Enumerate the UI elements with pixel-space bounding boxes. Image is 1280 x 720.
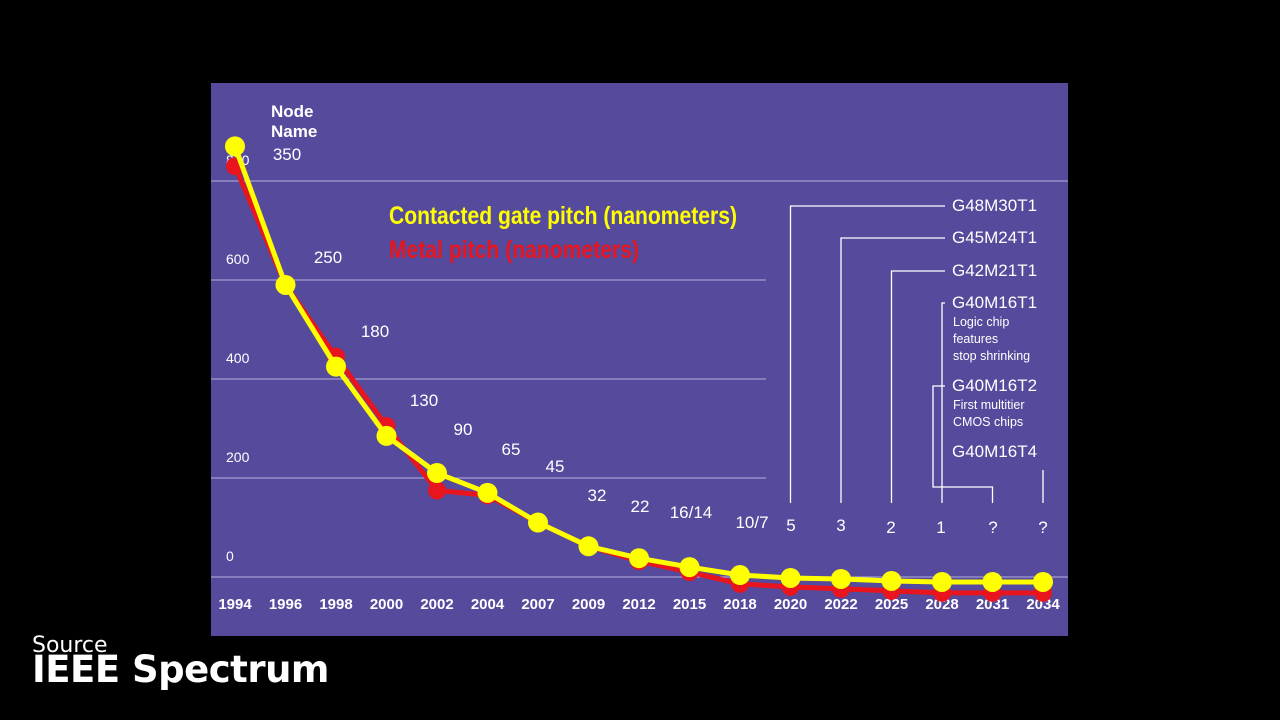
node-name-label: 32 bbox=[588, 486, 607, 505]
annotation-note: First multitier CMOS chips bbox=[953, 398, 1025, 429]
node-name-label: 250 bbox=[314, 248, 342, 267]
node-name-label: 22 bbox=[631, 497, 650, 516]
chart-panel bbox=[211, 83, 1068, 636]
gate-pitch-point bbox=[679, 557, 700, 578]
gate-pitch-point bbox=[982, 571, 1003, 592]
annotation-leader bbox=[890, 270, 945, 503]
y-tick-label: 600 bbox=[226, 251, 250, 267]
gate-pitch-point bbox=[629, 548, 649, 569]
y-tick-label: 400 bbox=[226, 350, 250, 366]
x-tick-label: 2012 bbox=[622, 596, 655, 613]
x-tick-label: 2025 bbox=[875, 596, 908, 613]
node-name-header: Name bbox=[271, 122, 317, 141]
gate-pitch-point bbox=[376, 425, 397, 446]
x-tick-label: 2004 bbox=[471, 596, 505, 613]
y-tick-label: 200 bbox=[226, 449, 250, 465]
annotation-label: G48M30T1 bbox=[952, 196, 1037, 215]
x-tick-label: 2028 bbox=[925, 596, 958, 613]
node-name-label: 16/14 bbox=[670, 503, 713, 522]
x-tick-label: 2009 bbox=[572, 596, 605, 613]
annotation-leader bbox=[840, 237, 945, 503]
annotation-leader bbox=[932, 385, 994, 503]
x-tick-label: 2034 bbox=[1026, 596, 1060, 613]
node-name-label: 350 bbox=[273, 145, 301, 164]
x-tick-label: 2015 bbox=[673, 596, 706, 613]
x-tick-label: 2000 bbox=[370, 596, 403, 613]
node-name-label: 1 bbox=[936, 518, 945, 537]
x-tick-label: 1998 bbox=[319, 596, 352, 613]
gate-pitch-point bbox=[780, 567, 801, 588]
legend-gate: Contacted gate pitch (nanometers) bbox=[389, 202, 737, 230]
node-name-label: 65 bbox=[502, 440, 521, 459]
node-name-label: ? bbox=[1038, 518, 1047, 537]
legend-metal: Metal pitch (nanometers) bbox=[389, 236, 639, 264]
x-tick-label: 2022 bbox=[824, 596, 857, 613]
gate-pitch-point bbox=[477, 482, 498, 503]
metal-pitch-point bbox=[428, 481, 446, 500]
annotation-label: G42M21T1 bbox=[952, 261, 1037, 280]
x-tick-label: 1994 bbox=[218, 596, 252, 613]
gate-pitch-point bbox=[427, 463, 447, 484]
source-label: Source bbox=[32, 633, 108, 658]
gate-pitch-point bbox=[275, 274, 296, 295]
gate-pitch-point bbox=[932, 571, 952, 592]
node-name-label: 45 bbox=[546, 457, 565, 476]
gate-pitch-point bbox=[1033, 571, 1053, 592]
x-tick-label: 1996 bbox=[269, 596, 302, 613]
node-name-header: Node bbox=[271, 102, 314, 121]
node-name-label: ? bbox=[988, 518, 997, 537]
node-name-label: 10/7 bbox=[735, 513, 768, 532]
gate-pitch-point bbox=[730, 565, 750, 586]
annotation-label: G40M16T2 bbox=[952, 376, 1037, 395]
gate-pitch-point bbox=[578, 536, 599, 557]
node-name-label: 90 bbox=[454, 420, 473, 439]
annotation-label: G40M16T4 bbox=[952, 442, 1037, 461]
annotation-leader bbox=[941, 302, 945, 503]
node-name-label: 2 bbox=[886, 518, 895, 537]
x-tick-label: 2031 bbox=[976, 596, 1009, 613]
x-tick-label: 2018 bbox=[723, 596, 756, 613]
x-tick-label: 2002 bbox=[420, 596, 453, 613]
gate-pitch-point bbox=[881, 570, 902, 591]
source-name: IEEE Spectrum bbox=[32, 648, 329, 691]
node-name-label: 5 bbox=[786, 516, 795, 535]
annotation-note: Logic chip features stop shrinking bbox=[953, 315, 1030, 363]
x-tick-label: 2020 bbox=[774, 596, 807, 613]
annotation-leader bbox=[789, 205, 945, 503]
gate-pitch-point bbox=[831, 568, 851, 589]
node-name-label: 130 bbox=[410, 391, 438, 410]
y-tick-label: 0 bbox=[226, 548, 234, 564]
gate-pitch-point bbox=[225, 136, 245, 157]
annotation-label: G45M24T1 bbox=[952, 228, 1037, 247]
x-tick-label: 2007 bbox=[521, 596, 554, 613]
annotation-label: G40M16T1 bbox=[952, 293, 1037, 312]
gate-pitch-point bbox=[528, 512, 548, 533]
node-name-label: 180 bbox=[361, 322, 389, 341]
gate-pitch-point bbox=[326, 356, 346, 377]
node-name-label: 3 bbox=[836, 516, 845, 535]
